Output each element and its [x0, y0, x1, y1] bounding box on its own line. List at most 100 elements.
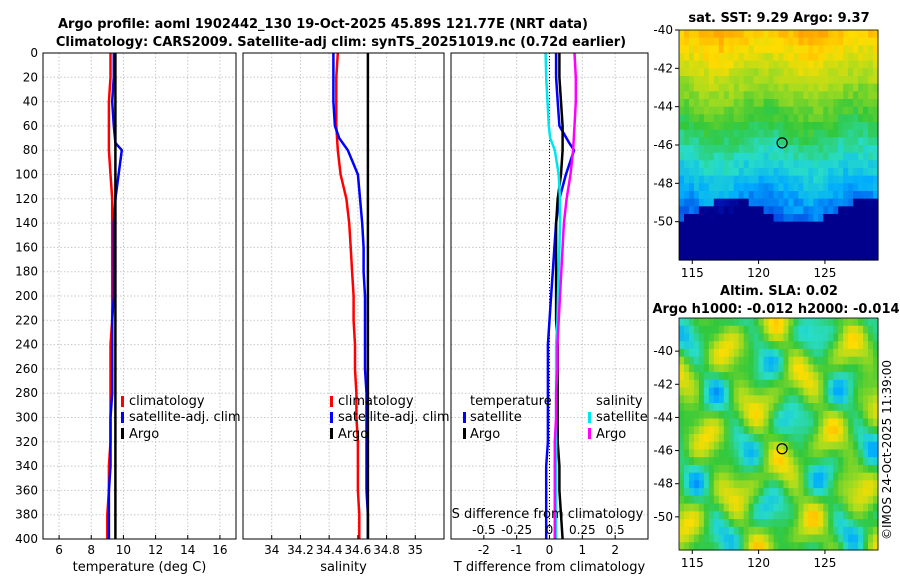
- heatmap-cell: [828, 206, 834, 215]
- heatmap-cell: [818, 488, 824, 497]
- heatmap-cell: [683, 91, 690, 100]
- heatmap-cell: [723, 395, 730, 404]
- heatmap-cell: [733, 137, 740, 146]
- heatmap-cell: [713, 99, 720, 108]
- heatmap-cell: [833, 426, 839, 435]
- heatmap-cell: [803, 519, 809, 528]
- heatmap-cell: [773, 214, 780, 223]
- x-tick-label: 12: [148, 543, 163, 557]
- heatmap-cell: [708, 60, 715, 69]
- heatmap-cell: [773, 76, 780, 85]
- heatmap-cell: [873, 206, 879, 215]
- heatmap-cell: [788, 372, 795, 381]
- heatmap-cell: [853, 372, 859, 381]
- heatmap-cell: [793, 379, 799, 389]
- heatmap-cell: [873, 183, 879, 192]
- heatmap-cell: [843, 152, 849, 161]
- heatmap-cell: [848, 175, 854, 184]
- heatmap-cell: [798, 449, 804, 458]
- heatmap-cell: [828, 145, 834, 154]
- heatmap-cell: [808, 318, 814, 327]
- heatmap-cell: [688, 403, 695, 412]
- x-tick-label: 120: [747, 556, 770, 570]
- heatmap-cell: [858, 418, 864, 427]
- heatmap-cell: [718, 145, 725, 154]
- heatmap-cell: [823, 91, 829, 100]
- heatmap-cell: [718, 511, 725, 520]
- heatmap-cell: [783, 152, 790, 161]
- heatmap-cell: [818, 387, 824, 396]
- heatmap-cell: [823, 511, 829, 520]
- heatmap-cell: [863, 122, 869, 131]
- heatmap-cell: [833, 457, 839, 466]
- heatmap-cell: [873, 45, 879, 54]
- heatmap-cell: [838, 91, 844, 100]
- heatmap-cell: [693, 68, 700, 77]
- heatmap-cell: [843, 434, 849, 443]
- heatmap-cell: [843, 183, 849, 192]
- heatmap-cell: [833, 183, 839, 192]
- heatmap-cell: [693, 152, 700, 161]
- heatmap-cell: [863, 426, 869, 435]
- heatmap-cell: [848, 206, 854, 215]
- heatmap-cell: [738, 45, 745, 54]
- heatmap-cell: [718, 60, 725, 69]
- heatmap-cell: [783, 488, 790, 497]
- heatmap-cell: [828, 519, 834, 528]
- heatmap-cell: [768, 168, 775, 177]
- heatmap-cell: [808, 472, 814, 481]
- heatmap-cell: [818, 441, 824, 451]
- heatmap-cell: [679, 464, 685, 474]
- heatmap-cell: [713, 434, 720, 443]
- heatmap-cell: [813, 457, 819, 466]
- heatmap-cell: [783, 244, 790, 253]
- heatmap-cell: [683, 542, 690, 551]
- heatmap-cell: [873, 333, 879, 342]
- heatmap-cell: [838, 237, 844, 246]
- heatmap-cell: [748, 511, 755, 520]
- heatmap-cell: [803, 160, 809, 169]
- heatmap-cell: [748, 325, 755, 335]
- heatmap-cell: [763, 503, 770, 512]
- heatmap-cell: [798, 37, 804, 46]
- heatmap-cell: [688, 464, 695, 474]
- heatmap-cell: [723, 221, 730, 230]
- heatmap-cell: [768, 214, 775, 223]
- heatmap-cell: [688, 30, 695, 39]
- heatmap-cell: [718, 175, 725, 184]
- heatmap-cell: [778, 114, 785, 123]
- heatmap-cell: [693, 511, 700, 520]
- heatmap-cell: [768, 206, 775, 215]
- heatmap-cell: [718, 526, 725, 536]
- heatmap-cell: [818, 60, 824, 69]
- heatmap-cell: [679, 237, 685, 246]
- heatmap-cell: [843, 464, 849, 474]
- heatmap-cell: [813, 252, 819, 261]
- heatmap-cell: [733, 206, 740, 215]
- heatmap-cell: [743, 387, 750, 396]
- x-tick-label: 8: [87, 543, 95, 557]
- heatmap-cell: [868, 472, 874, 481]
- heatmap-cell: [798, 418, 804, 427]
- heatmap-cell: [808, 252, 814, 261]
- heatmap-cell: [848, 418, 854, 427]
- heatmap-cell: [698, 395, 705, 404]
- heatmap-cell: [778, 37, 785, 46]
- heatmap-cell: [788, 519, 795, 528]
- heatmap-cell: [813, 76, 819, 85]
- heatmap-cell: [808, 372, 814, 381]
- heatmap-cell: [713, 221, 720, 230]
- heatmap-cell: [803, 464, 809, 474]
- heatmap-cell: [808, 214, 814, 223]
- heatmap-cell: [763, 160, 770, 169]
- heatmap-cell: [708, 229, 715, 238]
- heatmap-cell: [728, 191, 735, 200]
- heatmap-cell: [798, 106, 804, 115]
- heatmap-cell: [778, 106, 785, 115]
- heatmap-cell: [848, 534, 854, 543]
- heatmap-cell: [718, 244, 725, 253]
- heatmap-cell: [858, 341, 864, 350]
- heatmap-cell: [743, 99, 750, 108]
- heatmap-cell: [698, 410, 705, 420]
- heatmap-cell: [833, 37, 839, 46]
